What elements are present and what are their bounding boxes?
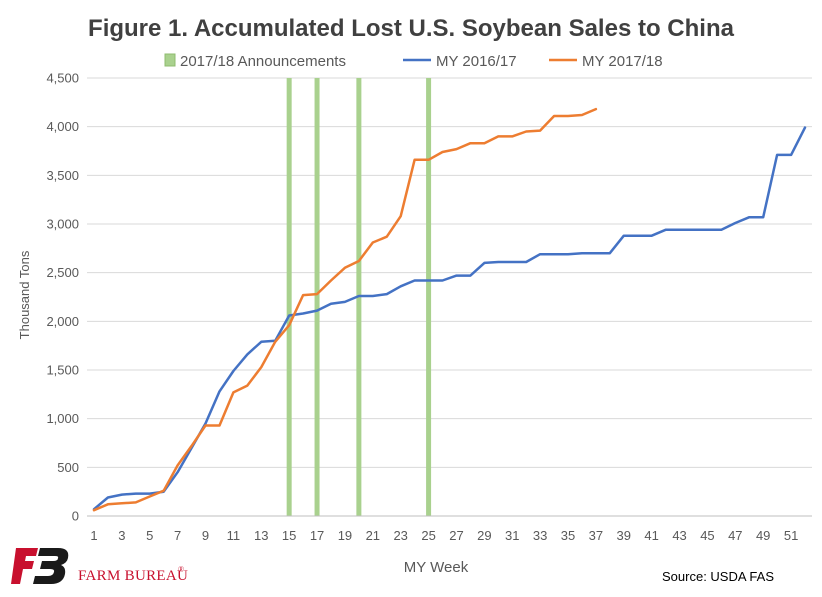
legend-label-my-2016-17: MY 2016/17 [436,53,517,70]
farm-bureau-logo-mark [11,548,69,584]
x-tick-label: 7 [174,528,181,543]
x-tick-label: 11 [227,528,241,543]
trademark-symbol: ® [178,565,184,574]
series-line-my-2017-18 [92,107,598,512]
x-tick-label: 19 [338,528,352,543]
x-tick-label: 9 [202,528,209,543]
x-tick-label: 13 [254,528,268,543]
x-tick-label: 23 [393,528,407,543]
legend-label-my-2017-18: MY 2017/18 [582,53,663,70]
x-tick-label: 1 [90,528,97,543]
chart-title: Figure 1. Accumulated Lost U.S. Soybean … [88,15,735,42]
source-note: Source: USDA FAS [662,569,774,584]
x-axis-ticks: 1 3 5 7 9 11 13 15 17 19 21 23 25 27 29 31 33 35 37 39 41 43 4… [90,528,798,543]
x-tick-label: 51 [784,528,798,543]
x-tick-label: 43 [672,528,686,543]
x-tick-label: 27 [449,528,463,543]
y-tick-label: 1,500 [46,363,79,378]
x-tick-label: 37 [589,528,603,543]
announcement-bar [314,78,320,516]
x-tick-label: 33 [533,528,547,543]
legend: 2017/18 Announcements MY 2016/17 MY 2017… [164,53,663,70]
announcement-bar [286,78,292,516]
x-tick-label: 21 [366,528,380,543]
x-tick-label: 31 [505,528,519,543]
y-tick-label: 500 [57,460,79,475]
y-tick-label: 3,000 [46,217,79,232]
y-tick-label: 1,000 [46,411,79,426]
x-tick-label: 41 [644,528,658,543]
y-tick-label: 4,000 [46,119,79,134]
y-tick-label: 0 [72,509,79,524]
y-tick-label: 4,500 [46,71,79,86]
y-tick-label: 3,500 [46,168,79,183]
announcement-bar [426,78,432,516]
x-tick-label: 39 [617,528,631,543]
x-tick-label: 25 [421,528,435,543]
series-lines [92,107,807,512]
gridlines [87,77,812,468]
x-tick-label: 17 [310,528,324,543]
legend-label-announcements: 2017/18 Announcements [180,53,346,70]
farm-bureau-logo: FARM BUREAU ® [11,548,188,584]
x-tick-label: 47 [728,528,742,543]
x-tick-label: 45 [700,528,714,543]
x-axis-label: MY Week [404,559,469,576]
legend-swatch-announcements [164,53,176,67]
x-tick-label: 15 [282,528,296,543]
y-axis-label: Thousand Tons [17,250,32,339]
x-tick-label: 35 [561,528,575,543]
y-axis-ticks: 0 500 1,000 1,500 2,000 2,500 3,000 3,500 4,000 4… [46,71,79,524]
y-tick-label: 2,000 [46,314,79,329]
x-tick-label: 3 [118,528,125,543]
x-tick-label: 29 [477,528,491,543]
x-tick-label: 5 [146,528,153,543]
x-tick-label: 49 [756,528,770,543]
y-tick-label: 2,500 [46,265,79,280]
series-line-my-2016-17 [92,126,807,511]
farm-bureau-logo-text: FARM BUREAU [78,568,188,584]
